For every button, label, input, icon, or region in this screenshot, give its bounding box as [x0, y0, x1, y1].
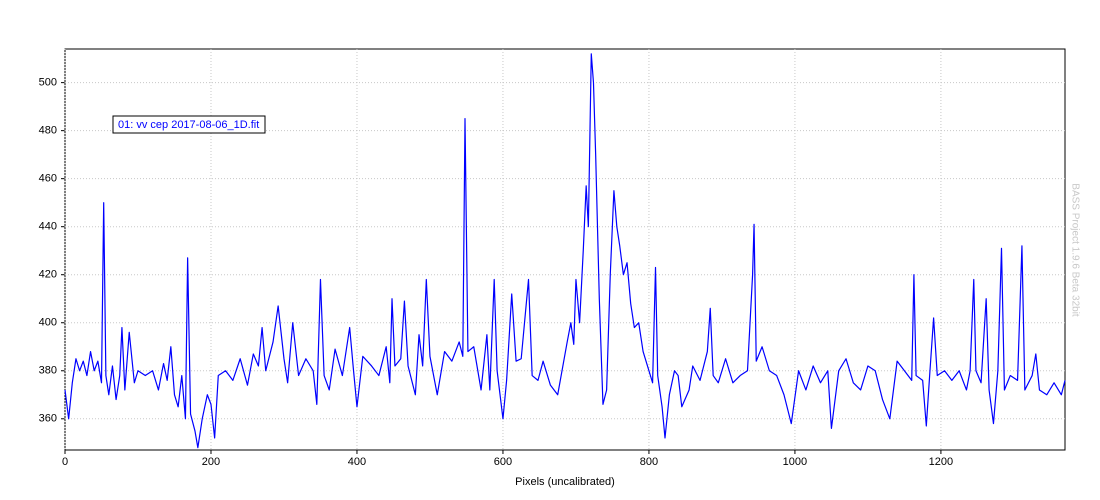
x-tick-label: 0	[62, 456, 68, 468]
x-tick-label: 600	[494, 456, 512, 468]
legend-label: 01: vv cep 2017-08-06_1D.fit	[118, 119, 259, 131]
y-tick-label: 380	[39, 365, 57, 377]
y-tick-label: 420	[39, 269, 57, 281]
x-tick-label: 400	[348, 456, 366, 468]
plot-area	[64, 48, 1066, 451]
y-tick-label: 500	[39, 77, 57, 89]
y-tick-label: 460	[39, 173, 57, 185]
watermark: BASS Project 1.9.6 Beta 32bit	[1069, 183, 1080, 317]
y-tick-label: 480	[39, 125, 57, 137]
x-tick-label: 1000	[783, 456, 807, 468]
x-axis-label: Pixels (uncalibrated)	[515, 476, 615, 488]
x-tick-label: 1200	[929, 456, 953, 468]
legend-box	[112, 115, 266, 134]
x-tick-label: 800	[640, 456, 658, 468]
y-tick-label: 400	[39, 317, 57, 329]
y-tick-label: 360	[39, 413, 57, 425]
spectrum-line	[64, 53, 1066, 449]
x-tick-label: 200	[202, 456, 220, 468]
y-tick-label: 440	[39, 221, 57, 233]
